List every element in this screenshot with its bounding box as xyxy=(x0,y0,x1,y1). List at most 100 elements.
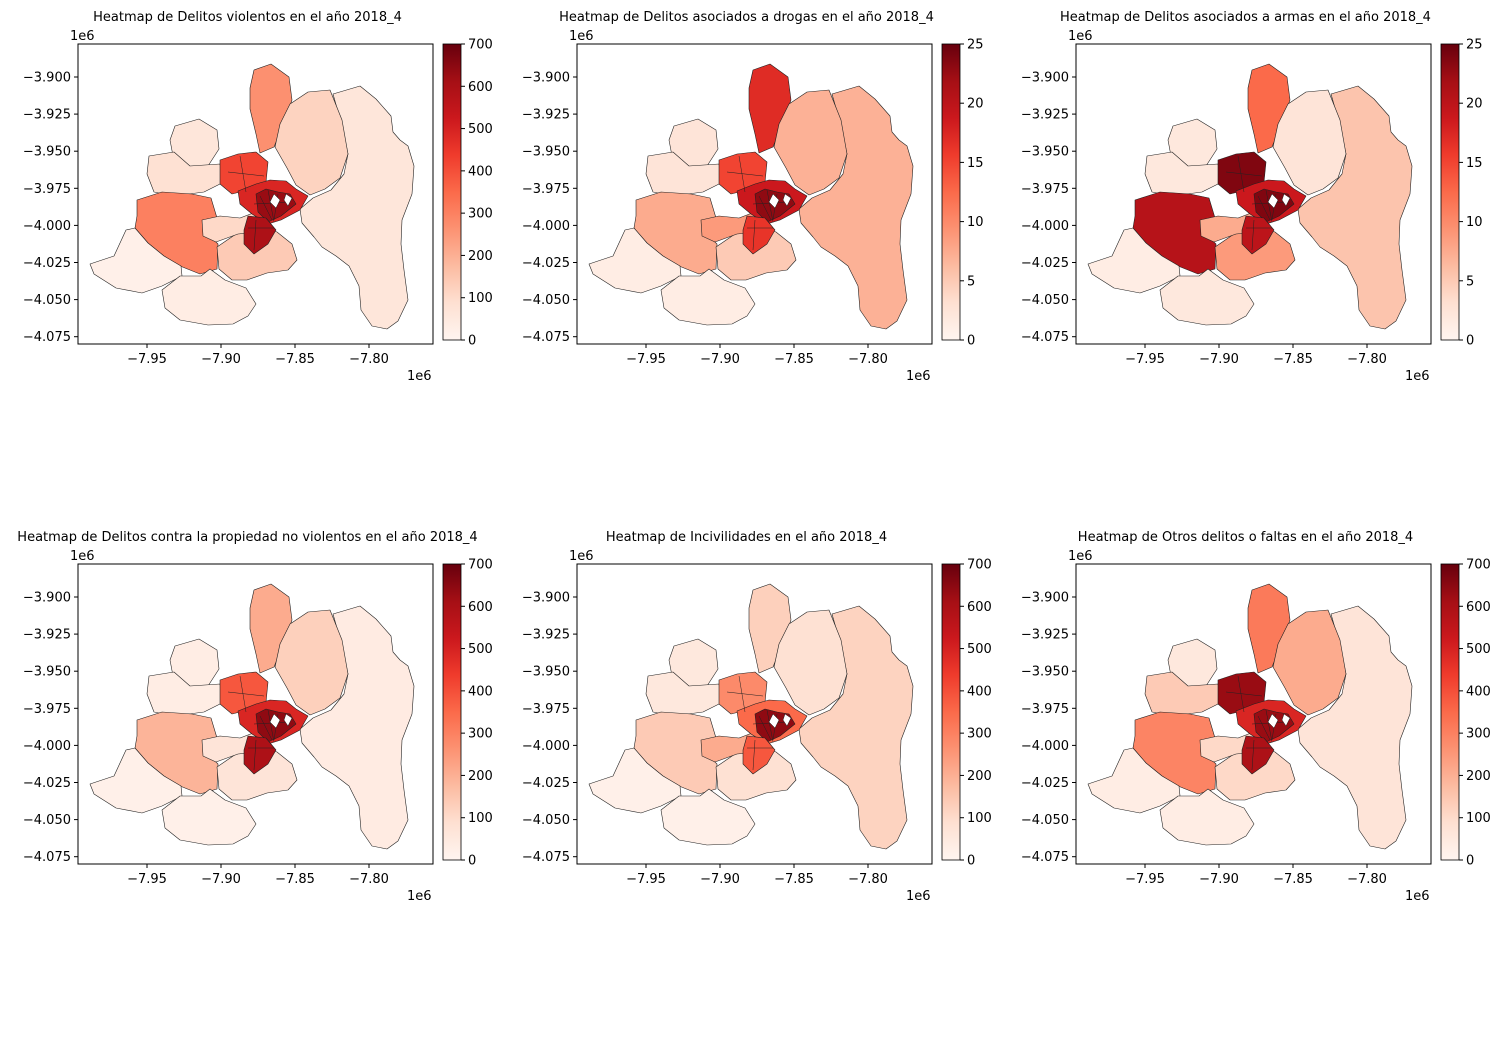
region-no-data xyxy=(1267,193,1279,209)
comuna-border xyxy=(726,691,764,697)
x-tick-label: −7.85 xyxy=(1273,352,1313,367)
chart-title: Heatmap de Otros delitos o faltas en el … xyxy=(1078,530,1413,545)
region-northeast xyxy=(773,609,848,716)
heatmap-panel-5: Heatmap de Incivilidades en el año 2018_… xyxy=(499,520,998,1040)
y-tick-label: −4.025 xyxy=(522,256,570,271)
region-northeast xyxy=(1272,609,1347,716)
heatmap-svg-2: Heatmap de Delitos asociados a drogas en… xyxy=(522,10,984,384)
x-offset-label: 1e6 xyxy=(1405,889,1430,904)
y-tick-label: −3.975 xyxy=(1021,182,1069,197)
map-regions xyxy=(1087,63,1413,330)
region-north xyxy=(1247,583,1291,674)
x-offset-label: 1e6 xyxy=(407,889,432,904)
region-west-small xyxy=(645,151,724,197)
x-tick-label: −7.80 xyxy=(349,352,389,367)
colorbar-tick-label: 100 xyxy=(1466,811,1491,826)
x-tick-label: −7.80 xyxy=(1347,352,1387,367)
heatmap-panel-4: Heatmap de Delitos contra la propiedad n… xyxy=(0,520,499,1040)
y-tick-label: −3.900 xyxy=(1021,71,1069,86)
y-tick-label: −3.975 xyxy=(23,182,71,197)
comuna-border xyxy=(253,739,257,771)
colorbar-tick-label: 15 xyxy=(1466,156,1483,171)
region-no-data xyxy=(283,193,293,207)
comuna-border xyxy=(267,709,275,743)
region-southwest xyxy=(1087,227,1181,294)
x-tick-label: −7.90 xyxy=(700,352,740,367)
region-west-small xyxy=(645,671,724,717)
region-west-small xyxy=(1144,151,1223,197)
axes-frame xyxy=(1075,563,1432,865)
colorbar-tick-label: 700 xyxy=(1466,558,1491,573)
y-tick-label: −3.925 xyxy=(23,628,71,643)
y-tick-label: −3.900 xyxy=(23,591,71,606)
colorbar-tick-label: 0 xyxy=(468,334,476,349)
y-tick-label: −3.975 xyxy=(1021,702,1069,717)
colorbar xyxy=(1440,563,1460,861)
y-tick-label: −4.000 xyxy=(1021,739,1069,754)
heatmap-panel-1: Heatmap de Delitos violentos en el año 2… xyxy=(0,0,499,520)
x-tick-label: −7.80 xyxy=(349,872,389,887)
comuna-border xyxy=(259,195,273,221)
comuna-border xyxy=(738,155,746,193)
colorbar-tick-label: 400 xyxy=(1466,684,1491,699)
x-tick-label: −7.85 xyxy=(275,872,315,887)
region-southwest xyxy=(1087,747,1181,814)
y-tick-label: −3.900 xyxy=(23,71,71,86)
y-tick-label: −4.000 xyxy=(23,739,71,754)
region-no-data xyxy=(1281,193,1291,207)
region-south xyxy=(660,268,756,326)
colorbar-tick-label: 700 xyxy=(967,558,992,573)
y-tick-label: −3.925 xyxy=(23,108,71,123)
comuna-border xyxy=(752,219,756,251)
region-south xyxy=(161,788,257,846)
chart-title: Heatmap de Delitos asociados a drogas en… xyxy=(559,10,934,25)
region-core-s xyxy=(742,735,776,775)
comuna-border xyxy=(1251,219,1255,251)
colorbar-tick-label: 100 xyxy=(967,811,992,826)
y-tick-label: −4.000 xyxy=(522,739,570,754)
x-tick-label: −7.90 xyxy=(700,872,740,887)
y-tick-label: −4.000 xyxy=(23,219,71,234)
comuna-border xyxy=(1265,709,1273,743)
comuna-border xyxy=(239,675,247,713)
chart-title: Heatmap de Delitos contra la propiedad n… xyxy=(17,530,477,545)
colorbar-tick-label: 300 xyxy=(967,727,992,742)
colorbar-tick-label: 10 xyxy=(967,215,984,230)
comuna-border xyxy=(267,189,275,223)
comuna-border xyxy=(758,715,772,741)
region-no-data xyxy=(283,713,293,727)
colorbar-tick-label: 10 xyxy=(1466,215,1483,230)
comuna-border xyxy=(758,195,772,221)
y-offset-label: 1e6 xyxy=(1068,549,1093,564)
region-north xyxy=(249,63,293,154)
axes-frame xyxy=(576,43,933,345)
comuna-border xyxy=(1257,715,1271,741)
colorbar xyxy=(442,43,462,341)
region-northeast xyxy=(274,609,349,716)
y-tick-label: −4.075 xyxy=(522,330,570,345)
y-tick-label: −4.075 xyxy=(1021,330,1069,345)
x-tick-label: −7.85 xyxy=(1273,872,1313,887)
heatmap-svg-1: Heatmap de Delitos violentos en el año 2… xyxy=(23,10,493,384)
region-no-data xyxy=(269,193,281,209)
region-southwest xyxy=(588,227,682,294)
colorbar-tick-label: 0 xyxy=(1466,334,1474,349)
comuna-border xyxy=(1251,739,1255,771)
comuna-border xyxy=(239,155,247,193)
colorbar-tick-label: 100 xyxy=(468,811,493,826)
colorbar-tick-label: 500 xyxy=(1466,642,1491,657)
colorbar-tick-label: 20 xyxy=(1466,97,1483,112)
region-northeast xyxy=(1272,89,1347,196)
x-tick-label: −7.95 xyxy=(626,872,666,887)
y-tick-label: −4.050 xyxy=(1021,813,1069,828)
y-tick-label: −3.950 xyxy=(23,145,71,160)
region-west-small xyxy=(146,671,225,717)
region-no-data xyxy=(1267,713,1279,729)
y-tick-label: −4.050 xyxy=(23,293,71,308)
y-tick-label: −3.950 xyxy=(1021,145,1069,160)
y-tick-label: −3.925 xyxy=(522,108,570,123)
comuna-border xyxy=(726,171,764,177)
y-tick-label: −4.075 xyxy=(1021,850,1069,865)
y-tick-label: −4.050 xyxy=(522,813,570,828)
region-north xyxy=(249,583,293,674)
